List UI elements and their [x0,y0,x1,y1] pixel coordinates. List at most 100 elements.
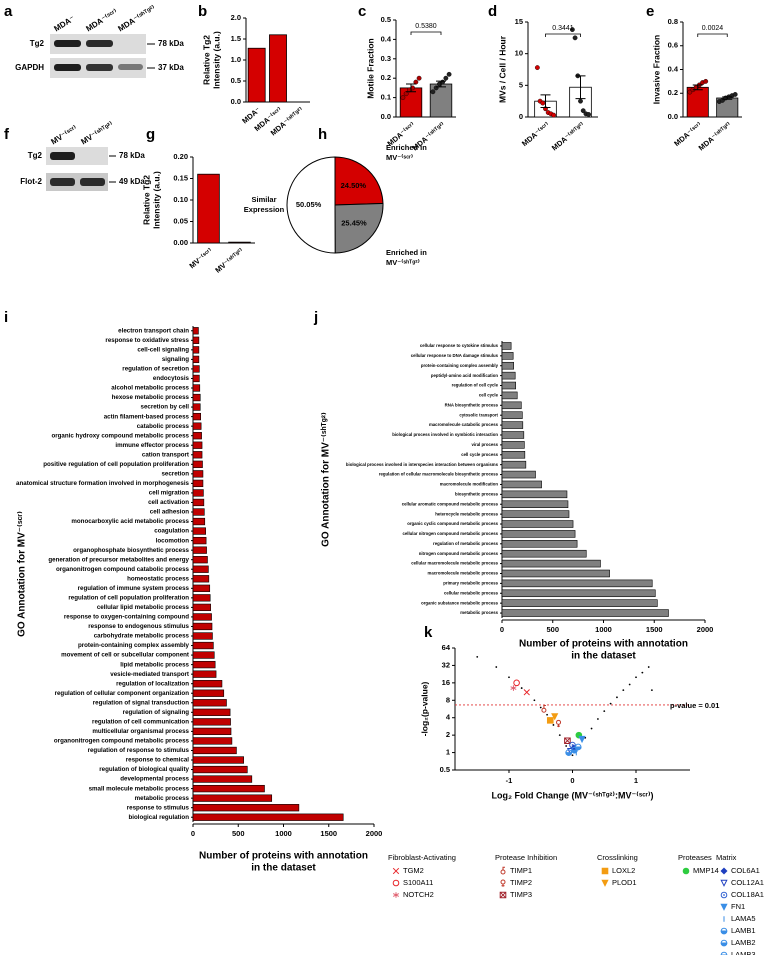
marker-shape [682,867,690,875]
data-point [732,92,738,97]
slice-category: Expression [244,205,285,214]
marker-shape [720,891,728,899]
blot-image [46,173,108,191]
bar [228,241,251,244]
x-axis-label: Number of proteins with annotation [199,851,368,862]
marker-shape [574,746,582,751]
y-tick-label: endocytosis [153,375,190,382]
marker-shape [720,903,728,911]
p-value: 0.0024 [702,25,724,32]
legend-label: COL6A1 [731,866,760,875]
legend-title: Crosslinking [597,853,638,862]
marker-shape [571,744,574,746]
y-tick-label: 0.20 [173,152,188,161]
y-tick-label: regulation of biological quality [99,766,189,773]
bar [501,609,669,617]
marker-shape [392,879,400,887]
panel-label: b [198,3,207,20]
y-tick-label: regulation of cell cycle [452,383,499,388]
data-point [616,696,618,699]
x-tick-label: 0 [500,625,504,634]
y-tick-label: immune effector process [115,442,189,449]
y-tick-label: movement of cell or subcellular componen… [61,652,189,659]
row-label: Tg2 [30,39,45,48]
p-value: 0.5380 [415,23,437,30]
y-tick-label: generation of precursor metabolites and … [48,556,189,563]
y-tick-label: 16 [442,678,450,687]
marker-shape [543,704,546,709]
legend-label: LOXL2 [612,866,635,875]
bar [429,83,453,118]
legend-marker [720,939,728,947]
data-point [534,65,540,71]
row-label: Flot-2 [20,177,42,186]
bar [192,603,211,612]
legend-title: Matrix [716,853,737,862]
y-axis-label: Intensity (a.u.) [211,31,221,89]
bar [192,460,203,468]
y-tick-label: alcohol metabolic process [111,385,189,392]
legend-marker [720,867,728,875]
y-tick-label: 0.5 [381,15,391,24]
slice-category: MV⁻⁽ˢᶜʳ⁾ [386,153,413,162]
bar [501,599,658,607]
data-point [556,719,562,728]
bar [192,794,273,802]
data-point [476,655,479,658]
data-point [571,754,574,757]
x-tick-label: 500 [546,625,559,634]
data-point [552,724,555,726]
bar [501,342,512,350]
y-tick-label: cation transport [142,451,189,458]
marker-shape [551,713,559,721]
bar [192,365,200,373]
significance-bracket [410,31,442,35]
band [118,64,143,70]
y-tick-label: organonitrogen compound catabolic proces… [56,566,190,573]
y-tick-label: catabolic process [137,423,190,430]
y-tick-label: 8 [446,695,450,704]
data-point [433,85,439,91]
data-point [520,687,523,689]
bar [501,510,570,518]
y-tick-label: 0.4 [381,34,392,43]
slice-category: Similar [251,195,276,204]
marker-shape [720,951,728,955]
y-axis-label: Motile Fraction [365,38,375,98]
error-bar [436,80,446,88]
slice-category: MV⁻⁽ˢʰᵀᵍ²⁾ [386,258,420,267]
error-bar [692,84,703,91]
bar [192,584,211,592]
data-point [446,71,452,77]
y-tick-label: electron transport chain [118,327,189,334]
band [86,40,113,47]
y-tick-label: organophosphate biosynthetic process [73,547,189,554]
data-point [597,718,599,720]
bar [192,765,248,774]
bar [192,718,231,726]
legend-marker [720,927,728,935]
bar [501,589,656,598]
y-tick-label: multicellular organismal process [92,728,189,735]
legend-marker [601,867,609,875]
bar [501,361,514,370]
bar [501,451,526,459]
y-tick-label: 0.6 [668,41,678,50]
y-tick-label: vesicle-mediated transport [110,671,189,678]
panel-label: k [424,624,433,641]
legend-label: LAMB2 [731,938,756,947]
significance-bracket [697,33,728,37]
bar [501,500,569,508]
y-tick-label: anatomical structure formation involved … [16,480,189,487]
bar [501,352,514,360]
bar [192,660,216,669]
data-point [586,112,592,117]
data-point [703,78,709,84]
data-point [508,676,510,679]
y-tick-label: hexose metabolic process [112,394,190,401]
bar [192,536,207,545]
legend-marker [392,867,400,875]
data-point [578,735,586,744]
row-label: Tg2 [28,151,43,160]
bar [192,374,200,383]
